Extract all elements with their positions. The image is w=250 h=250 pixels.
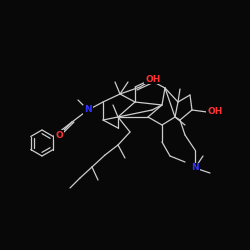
Text: OH: OH — [145, 74, 161, 84]
Text: O: O — [55, 130, 63, 140]
Text: N: N — [191, 164, 199, 172]
Text: OH: OH — [207, 108, 223, 116]
Text: N: N — [84, 106, 92, 114]
